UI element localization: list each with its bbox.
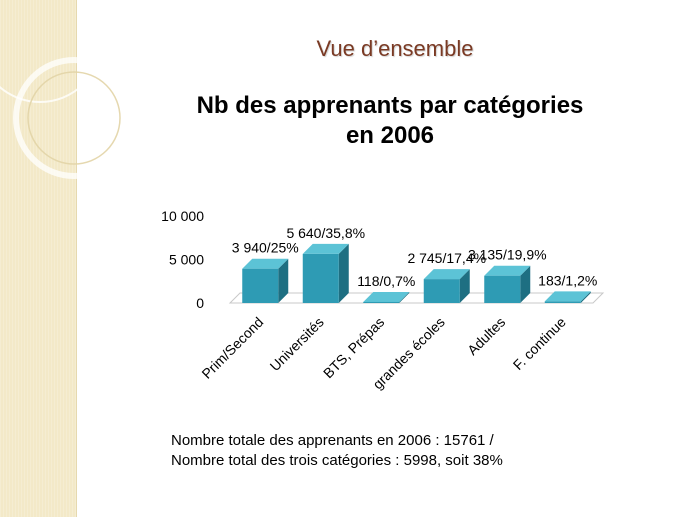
bar <box>302 243 349 303</box>
bar-side <box>399 291 410 303</box>
data-labels: 3 940/25%5 640/35,8% 118/0,7% 2 745/17,4%3… <box>232 225 598 289</box>
bar-front <box>423 279 460 303</box>
bars <box>242 243 591 303</box>
data-label: 118/0,7% <box>357 273 415 289</box>
x-tick-label: BTS, Prépas <box>320 314 387 381</box>
bar <box>423 269 470 303</box>
bar-side <box>520 265 531 303</box>
footnote: Nombre totale des apprenants en 2006 : 1… <box>171 431 503 471</box>
x-tick-label: Universités <box>267 314 327 374</box>
chart-title: Nb des apprenants par catégories en 2006 <box>140 91 640 151</box>
bar-side <box>338 243 349 303</box>
bar-side <box>278 258 289 303</box>
y-tick-label: 5 000 <box>169 252 204 268</box>
y-axis: 0 5 000 10 000 <box>161 208 204 311</box>
bar-front <box>242 268 279 303</box>
section-title: Vue d’ensemble <box>316 36 474 61</box>
footnote-line2: Nombre total des trois catégories : 5998… <box>171 452 503 469</box>
bar <box>544 291 591 303</box>
bar-side <box>459 269 470 303</box>
data-label: 2 745/17,4% <box>407 250 486 266</box>
side-band-edge <box>76 0 77 517</box>
bar-top <box>544 291 591 302</box>
x-tick-label: Prim/Second <box>198 314 266 382</box>
data-label: 183/1,2% <box>538 272 597 288</box>
bar-chart: 0 5 000 10 000 3 940/25%5 640/35,8% 118/0,7… <box>161 208 605 393</box>
bar-top <box>484 265 531 276</box>
x-tick-label: F. continue <box>510 314 569 373</box>
bar-top <box>302 243 349 254</box>
data-label: 3 135/19,9% <box>468 247 547 263</box>
bar-top <box>242 258 289 269</box>
bar <box>484 265 531 303</box>
bar-top <box>423 269 470 280</box>
bar-side <box>580 291 591 303</box>
y-tick-label: 0 <box>196 295 204 311</box>
decorative-rings <box>0 0 130 179</box>
footnote-line1: Nombre totale des apprenants en 2006 : 1… <box>171 432 494 449</box>
bar-front <box>363 301 400 303</box>
x-tick-label: Adultes <box>464 314 508 358</box>
y-tick-label: 10 000 <box>161 208 204 224</box>
chart-title-line1: Nb des apprenants par catégories <box>196 92 584 119</box>
data-label: 3 940/25% <box>232 240 299 256</box>
bar <box>363 291 410 303</box>
bar-top <box>363 291 410 302</box>
chart-title-line2: en 2006 <box>345 122 435 149</box>
bar-front <box>544 301 581 303</box>
decorative-side-band <box>0 0 76 517</box>
bar <box>242 258 289 303</box>
data-label: 5 640/35,8% <box>286 225 365 241</box>
bar-front <box>302 253 339 303</box>
bar-front <box>484 275 521 303</box>
